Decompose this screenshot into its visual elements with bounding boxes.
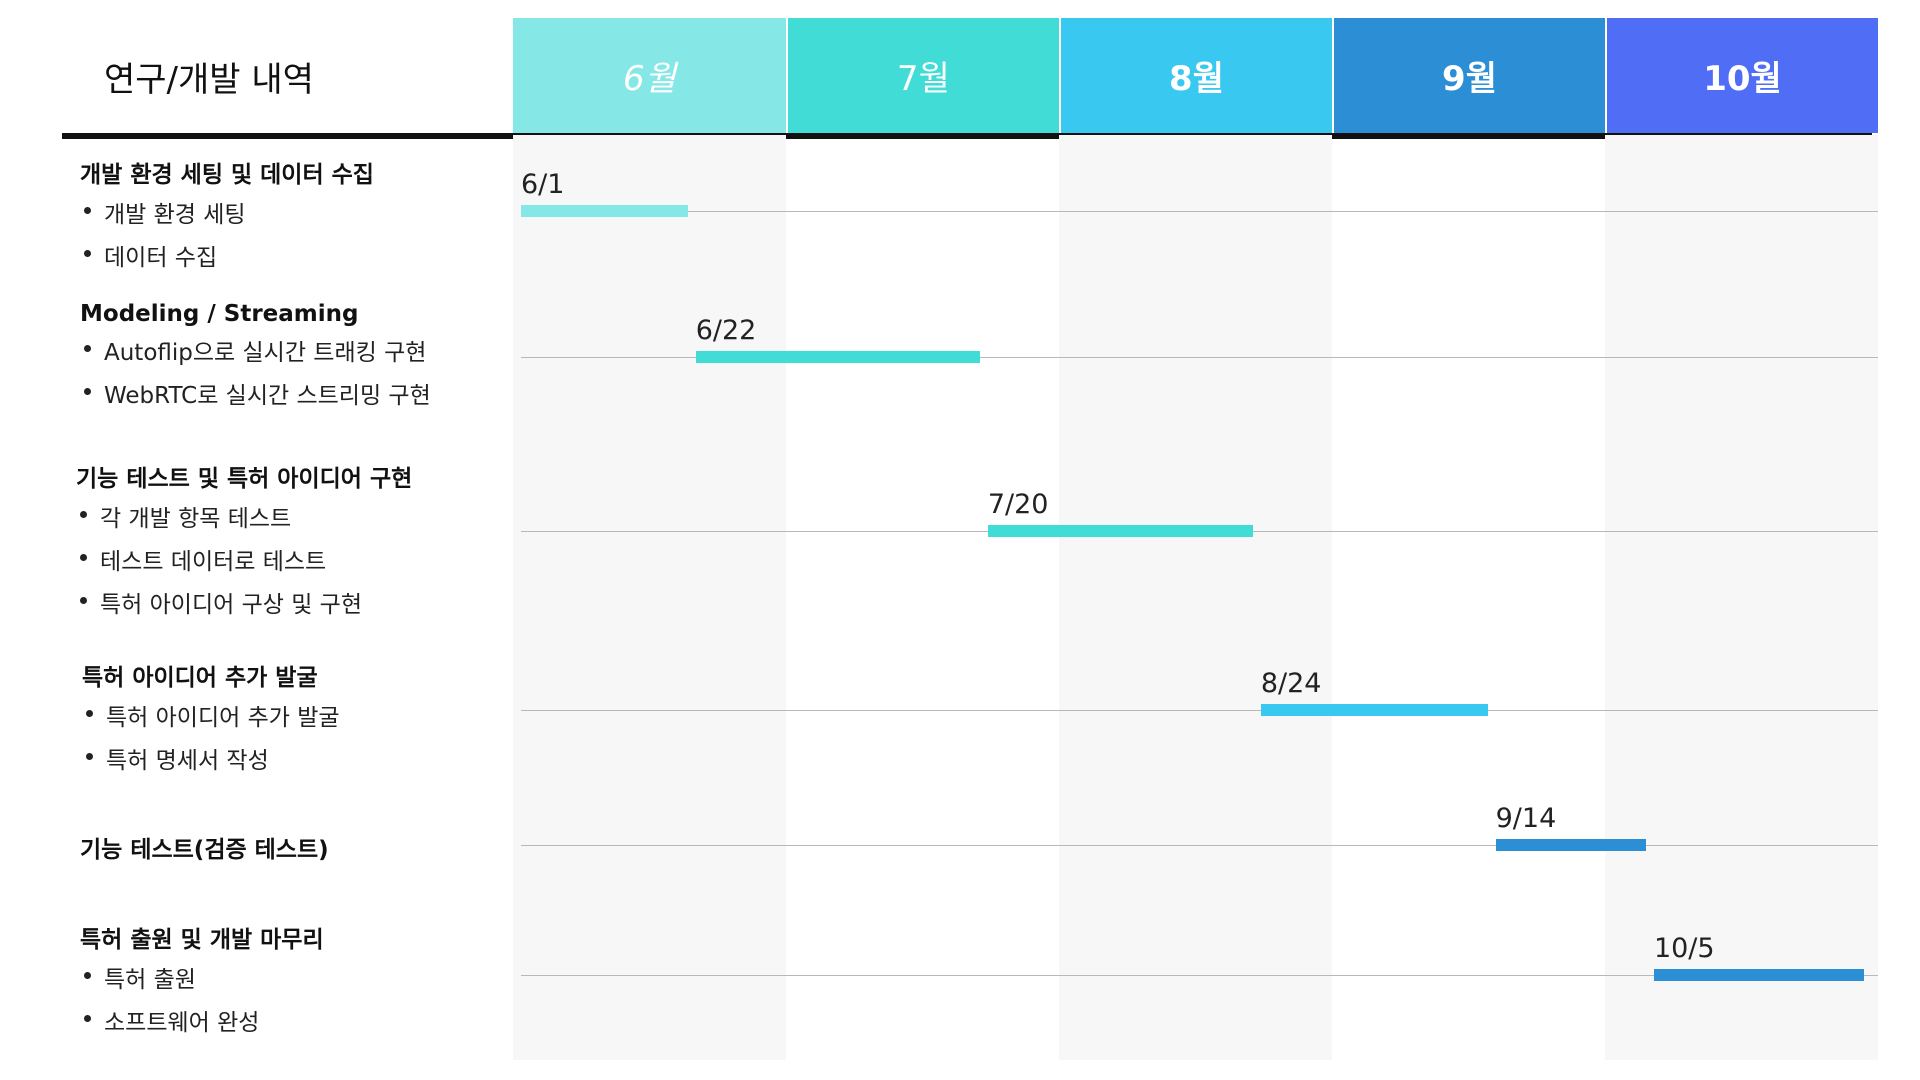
task-bullet-item: 데이터 수집 <box>80 238 580 272</box>
task-bar <box>1495 839 1646 851</box>
task-title: 기능 테스트(검증 테스트) <box>80 837 329 863</box>
task-bullet-item: 특허 아이디어 구상 및 구현 <box>76 585 576 619</box>
task-title: 특허 출원 및 개발 마무리 <box>80 927 324 953</box>
task-title: 개발 환경 세팅 및 데이터 수집 <box>80 162 374 188</box>
month-header: 9월 <box>1334 18 1605 133</box>
chart-title: 연구/개발 내역 <box>104 60 314 100</box>
month-header: 6월 <box>513 18 786 133</box>
bar-start-label: 6/22 <box>695 315 757 346</box>
task-description: Modeling / Streaming Autoflip으로 실시간 트래킹 구… <box>80 301 580 419</box>
task-bullet-item: 소프트웨어 완성 <box>80 1003 580 1037</box>
row-guideline <box>521 975 1878 976</box>
task-description: 기능 테스트(검증 테스트) <box>80 830 580 864</box>
row-guideline <box>521 710 1878 711</box>
header-rule <box>62 133 1872 139</box>
task-bullet-item: 개발 환경 세팅 <box>80 195 580 229</box>
task-description: 특허 아이디어 추가 발굴 특허 아이디어 추가 발굴 특허 명세서 작성 <box>82 658 582 784</box>
task-bullet-item: WebRTC로 실시간 스트리밍 구현 <box>80 376 580 410</box>
task-bar <box>695 351 980 363</box>
task-title: 기능 테스트 및 특허 아이디어 구현 <box>76 466 413 492</box>
task-title: Modeling / Streaming <box>80 301 359 327</box>
row-guideline <box>521 211 1878 212</box>
row-guideline <box>521 845 1878 846</box>
task-bar <box>1260 704 1488 716</box>
row-guideline <box>521 357 1878 358</box>
task-bullet-item: 각 개발 항목 테스트 <box>76 499 576 533</box>
task-bar <box>521 205 688 217</box>
column-background <box>1059 135 1332 1060</box>
bar-start-label: 10/5 <box>1653 933 1715 964</box>
bar-start-label: 9/14 <box>1495 803 1557 834</box>
task-bullet-item: 테스트 데이터로 테스트 <box>76 542 576 576</box>
bar-start-label: 7/20 <box>987 489 1049 520</box>
task-bar <box>1653 969 1865 981</box>
task-bullet-item: 특허 아이디어 추가 발굴 <box>82 698 582 732</box>
bar-start-label: 8/24 <box>1260 668 1322 699</box>
task-bar <box>987 525 1253 537</box>
task-title: 특허 아이디어 추가 발굴 <box>82 665 318 691</box>
column-background <box>1605 135 1878 1060</box>
task-bullet-item: 특허 명세서 작성 <box>82 741 582 775</box>
task-bullet-item: 특허 출원 <box>80 960 580 994</box>
month-header: 8월 <box>1061 18 1332 133</box>
bar-start-label: 6/1 <box>521 169 565 200</box>
column-background <box>513 135 786 1060</box>
task-bullet-list: Autoflip으로 실시간 트래킹 구현 WebRTC로 실시간 스트리밍 구현 <box>80 333 580 410</box>
month-header: 7월 <box>788 18 1059 133</box>
month-header: 10월 <box>1607 18 1878 133</box>
task-bullet-item: Autoflip으로 실시간 트래킹 구현 <box>80 333 580 367</box>
